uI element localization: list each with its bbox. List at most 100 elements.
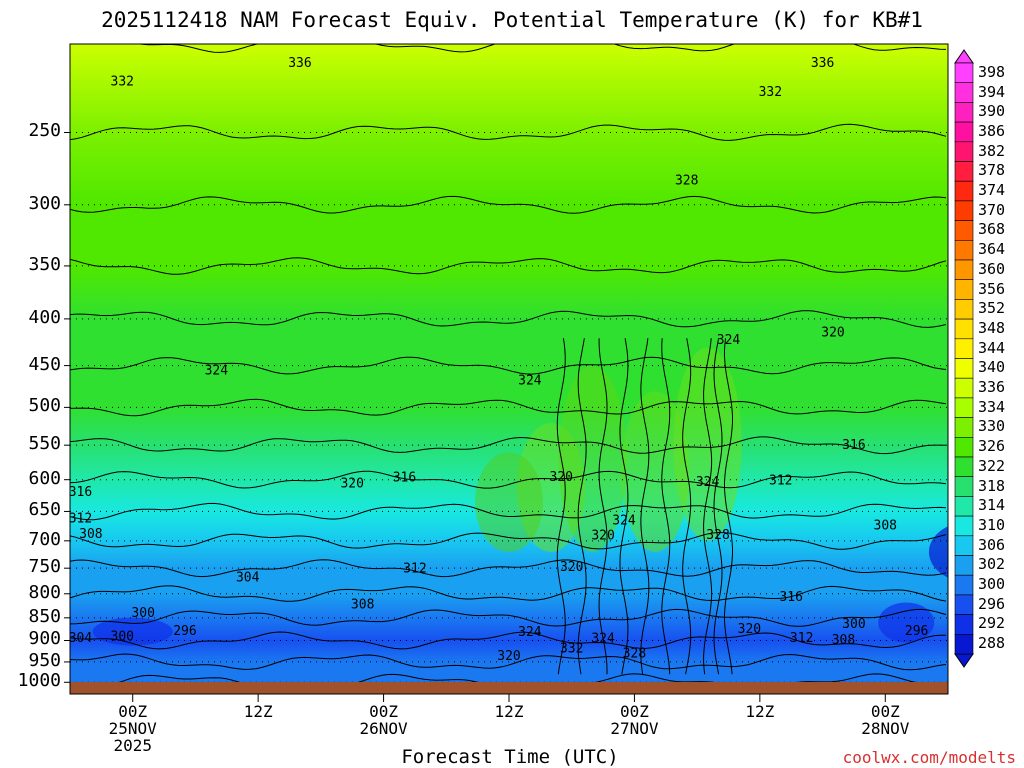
x-tick-label: 00Z (369, 702, 399, 721)
plume-4 (475, 452, 543, 552)
colorbar-swatch (954, 299, 974, 320)
contour-line (70, 436, 947, 455)
contour-label: 332 (560, 642, 583, 657)
colorbar-swatch (954, 121, 974, 143)
colorbar-label: 374 (978, 181, 1006, 200)
x-axis-label: Forecast Time (UTC) (401, 746, 619, 768)
contour-label: 312 (769, 473, 792, 488)
contour-label: 320 (560, 560, 583, 575)
x-tick-label: 25NOV (108, 719, 157, 738)
y-tick-label: 950 (28, 649, 61, 671)
x-tick-label: 00Z (118, 702, 148, 721)
contour-label: 324 (717, 333, 741, 348)
colorbar-bottom-arrow (954, 653, 974, 668)
x-tick-label: 27NOV (610, 719, 659, 738)
colorbar-swatch (954, 417, 974, 438)
y-tick-label: 500 (28, 395, 61, 417)
contour-label: 328 (623, 647, 646, 662)
colorbar-label: 340 (978, 358, 1006, 377)
contour-label: 292 (947, 564, 970, 579)
contour-label: 308 (874, 518, 897, 533)
contour-label: 296 (905, 624, 928, 639)
colorbar-label: 394 (978, 82, 1006, 101)
contour-label: 324 (612, 514, 636, 529)
colorbar-label: 326 (978, 437, 1006, 456)
colorbar-swatch (954, 594, 974, 615)
x-tick-label: 12Z (243, 702, 273, 721)
contour-label: 300 (111, 629, 134, 644)
colorbar-swatch (954, 535, 974, 556)
colorbar (954, 49, 974, 668)
y-ticks (64, 131, 70, 683)
colorbar-swatch (954, 161, 974, 182)
y-tick-label: 450 (28, 353, 61, 375)
contour-label: 296 (173, 624, 196, 639)
contour-line (70, 310, 947, 328)
colorbar-label: 390 (978, 102, 1006, 121)
contour-line (70, 257, 947, 275)
contour-label: 304 (69, 631, 93, 646)
contour-label: 308 (351, 597, 374, 612)
y-tick-label: 800 (28, 581, 61, 603)
contour-line (661, 338, 671, 675)
cold-pool-0 (92, 617, 173, 646)
contour-label: 332 (759, 85, 782, 100)
contour-label: 316 (842, 438, 865, 453)
y-tick-label: 850 (28, 605, 61, 627)
plume-2 (621, 391, 690, 552)
contour-line (70, 398, 947, 417)
contour-label: 324 (518, 374, 542, 389)
contour-line (682, 338, 692, 675)
colorbar-label: 306 (978, 535, 1006, 554)
plume-1 (558, 365, 627, 552)
credit-text: coolwx.com/modelts (842, 748, 1016, 767)
colorbar-swatch (954, 496, 974, 517)
colorbar-swatch (954, 200, 974, 221)
colorbar-label: 348 (978, 318, 1006, 337)
ground (70, 682, 948, 694)
contour-line (137, 44, 947, 53)
colorbar-label: 322 (978, 456, 1006, 475)
colorbar-swatch (954, 456, 974, 478)
x-tick-label: 28NOV (861, 719, 910, 738)
chart-title: 2025112418 NAM Forecast Equiv. Potential… (101, 8, 923, 32)
contour-label: 320 (550, 470, 573, 485)
contour-label: 304 (236, 571, 260, 586)
colorbar-swatch (954, 377, 974, 399)
contour-line (70, 585, 947, 602)
colorbar-label: 330 (978, 417, 1006, 436)
contour-label: 320 (738, 622, 761, 637)
contour-label: 300 (842, 617, 865, 632)
y-tick-label: 1000 (17, 670, 61, 692)
x-tick-label: 00Z (619, 702, 649, 721)
contour-label: 316 (69, 485, 92, 500)
colorbar-label: 364 (978, 240, 1006, 259)
contour-label: 320 (591, 529, 614, 544)
colorbar-label: 310 (978, 515, 1006, 534)
y-tick-label: 700 (28, 528, 61, 550)
contour-line (70, 653, 947, 671)
contour-line (703, 338, 713, 675)
contour-label: 336 (811, 56, 834, 71)
y-tick-label: 250 (28, 120, 61, 142)
colorbar-label: 292 (978, 614, 1006, 633)
colorbar-label: 360 (978, 259, 1006, 278)
contour-line (598, 338, 608, 675)
colorbar-label: 344 (978, 338, 1006, 357)
colorbar-swatch (954, 476, 974, 497)
contour-line (70, 531, 947, 550)
colorbar-label: 398 (978, 62, 1006, 81)
contour-label: 316 (393, 471, 416, 486)
colorbar-label: 334 (978, 397, 1006, 416)
contour-line (640, 338, 650, 675)
contour-label: 324 (591, 631, 615, 646)
contour-line (70, 502, 947, 521)
colorbar-swatch (954, 259, 974, 281)
cold-pool-1 (878, 602, 935, 643)
contour-label: 300 (131, 606, 154, 621)
contour-line (70, 608, 947, 627)
colorbar-swatch (954, 62, 974, 84)
contour-line (70, 631, 946, 650)
colorbar-swatch (954, 318, 974, 340)
